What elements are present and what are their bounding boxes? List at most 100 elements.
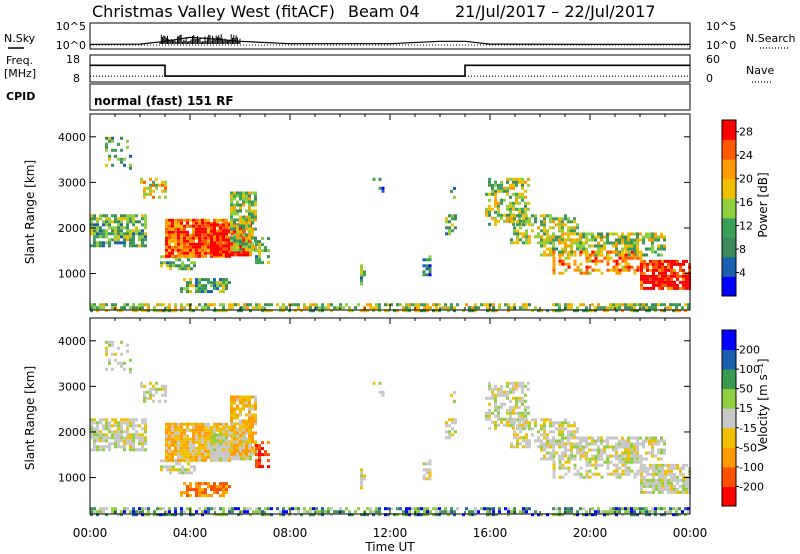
velocity-cell xyxy=(102,510,105,514)
velocity-cell xyxy=(585,439,588,443)
power-cell xyxy=(663,247,666,251)
velocity-cell xyxy=(525,439,528,443)
velocity-cell xyxy=(679,466,682,470)
power-cell xyxy=(655,277,658,281)
power-cell xyxy=(90,229,93,233)
power-cell xyxy=(509,201,512,205)
velocity-cell xyxy=(183,437,186,441)
velocity-cell xyxy=(219,448,222,452)
velocity-cell xyxy=(606,510,609,514)
velocity-cell xyxy=(603,439,606,443)
velocity-cell xyxy=(195,494,198,498)
power-cell xyxy=(435,309,438,313)
power-cell xyxy=(375,303,378,307)
power-cell xyxy=(512,186,515,190)
power-cell xyxy=(228,253,231,257)
velocity-cell xyxy=(126,507,129,511)
velocity-cell xyxy=(451,433,454,437)
velocity-cell xyxy=(207,482,210,486)
power-cell xyxy=(636,309,639,313)
power-cell xyxy=(165,242,168,246)
power-cell xyxy=(204,227,207,231)
velocity-cell xyxy=(248,410,251,414)
power-cell xyxy=(225,229,228,233)
velocity-cell xyxy=(138,436,141,440)
velocity-cell xyxy=(251,446,254,450)
power-cell xyxy=(192,248,195,252)
velocity-cell xyxy=(684,507,687,511)
velocity-cell xyxy=(171,437,174,441)
velocity-cell xyxy=(233,428,236,432)
power-cell xyxy=(143,192,146,196)
velocity-cell xyxy=(654,436,657,440)
power-cell xyxy=(117,238,120,242)
velocity-cell xyxy=(661,472,664,476)
velocity-cell xyxy=(144,424,147,428)
velocity-cell xyxy=(198,425,201,429)
power-cell xyxy=(264,246,267,250)
velocity-cell xyxy=(649,472,652,476)
velocity-cell xyxy=(579,454,583,458)
power-cell xyxy=(564,241,567,245)
power-cell xyxy=(543,238,546,242)
power-cell xyxy=(420,303,423,307)
power-cell xyxy=(248,203,251,207)
power-cell xyxy=(685,280,688,284)
velocity-cell xyxy=(230,401,233,405)
velocity-cell xyxy=(561,451,564,455)
power-cell xyxy=(245,245,248,249)
power-cell xyxy=(606,256,610,260)
velocity-cell xyxy=(251,407,254,411)
velocity-cell xyxy=(111,510,114,514)
power-cell xyxy=(516,241,519,245)
velocity-cell xyxy=(126,439,129,443)
power-cell xyxy=(164,183,167,187)
velocity-cell xyxy=(99,421,102,425)
velocity-cell xyxy=(225,491,228,495)
power-cell xyxy=(531,223,534,227)
velocity-cell xyxy=(531,433,534,437)
power-cell xyxy=(111,238,114,242)
velocity-cell xyxy=(670,469,673,473)
power-cell xyxy=(132,244,135,248)
power-cell xyxy=(582,271,586,275)
power-cell xyxy=(597,241,600,245)
power-cell xyxy=(573,262,577,266)
velocity-cell xyxy=(597,448,600,452)
power-cell xyxy=(93,241,96,245)
velocity-cell xyxy=(192,449,195,453)
power-cell xyxy=(213,250,216,254)
velocity-cell xyxy=(117,433,120,437)
power-cell xyxy=(177,236,180,240)
power-cell xyxy=(506,186,509,190)
velocity-cell xyxy=(516,427,519,431)
power-cell xyxy=(450,303,453,307)
velocity-cell xyxy=(245,425,248,429)
station-title: Christmas Valley West (fitACF) xyxy=(92,2,335,21)
power-cell xyxy=(240,306,243,310)
power-cell xyxy=(513,214,516,218)
power-cell xyxy=(93,235,96,239)
y-tick-label: 2000 xyxy=(58,426,86,439)
power-cell xyxy=(567,220,570,224)
power-cell xyxy=(222,306,225,310)
power-cell xyxy=(678,303,681,307)
power-cell xyxy=(448,214,451,218)
power-cell xyxy=(428,264,432,268)
velocity-cell xyxy=(552,451,555,455)
velocity-cell xyxy=(615,510,618,514)
velocity-cell xyxy=(230,425,233,429)
power-cell xyxy=(627,241,630,245)
velocity-cell xyxy=(239,419,242,423)
velocity-cell xyxy=(564,445,567,449)
power-cell xyxy=(219,235,222,239)
power-cell xyxy=(204,242,207,246)
velocity-cell xyxy=(186,443,189,447)
power-cell xyxy=(525,306,528,310)
velocity-cell xyxy=(663,448,666,452)
power-cell xyxy=(248,218,251,222)
power-cell xyxy=(245,191,248,195)
power-cell xyxy=(201,290,204,294)
velocity-cell xyxy=(233,452,236,456)
power-cell xyxy=(126,229,129,233)
